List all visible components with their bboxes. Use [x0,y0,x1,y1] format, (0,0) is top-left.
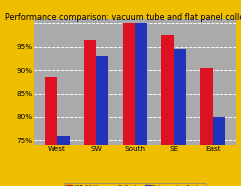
Bar [45,77,57,145]
Bar [96,56,108,145]
Bar [84,40,96,145]
Bar [57,136,70,145]
Text: Performance comparison: vacuum tube and flat panel collectors: Performance comparison: vacuum tube and … [5,13,241,22]
Bar [135,23,147,145]
Bar [122,23,135,145]
Bar [213,117,225,145]
Bar [174,49,186,145]
Bar [161,35,174,145]
Bar [200,68,213,145]
Legend: VCR 16 Vacuum Collector, Flat panel collector: VCR 16 Vacuum Collector, Flat panel coll… [64,183,206,186]
